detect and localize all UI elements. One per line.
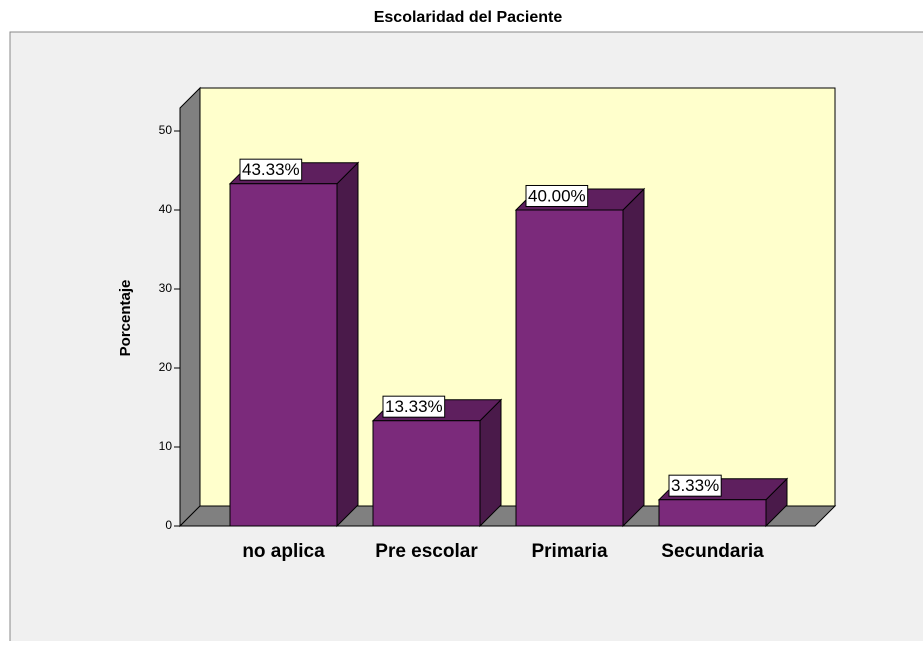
bar-front — [229, 183, 338, 527]
y-tick-label: 40 — [159, 202, 173, 216]
bar-side — [479, 398, 502, 528]
x-tick-label: Secundaria — [661, 541, 764, 562]
y-axis-label: Porcentaje — [117, 280, 134, 357]
value-label: 13.33% — [385, 397, 443, 416]
bar-front — [515, 209, 624, 527]
y-tick-label: 10 — [159, 439, 173, 453]
bar — [514, 187, 646, 528]
x-tick-label: no aplica — [242, 541, 325, 562]
y-tick-label: 0 — [165, 518, 172, 532]
y-tick-label: 20 — [159, 360, 173, 374]
bar — [228, 161, 360, 528]
value-label-box — [525, 184, 589, 207]
bar-side — [622, 187, 645, 528]
y-tick-label: 30 — [159, 281, 173, 295]
value-label: 40.00% — [528, 186, 586, 205]
x-tick-label: Pre escolar — [375, 541, 478, 562]
value-label-box — [239, 158, 303, 181]
value-label: 3.33% — [671, 476, 719, 495]
bar-front — [658, 499, 767, 527]
x-tick-label: Primaria — [531, 541, 607, 562]
bar-side — [336, 161, 359, 528]
side-wall — [179, 86, 201, 528]
bar — [371, 398, 503, 528]
y-tick-label: 50 — [159, 123, 173, 137]
value-label: 43.33% — [242, 160, 300, 179]
chart-title: Escolaridad del Paciente — [374, 9, 563, 26]
value-label-box — [668, 474, 722, 497]
value-label-box — [382, 395, 446, 418]
bar-front — [372, 420, 481, 527]
